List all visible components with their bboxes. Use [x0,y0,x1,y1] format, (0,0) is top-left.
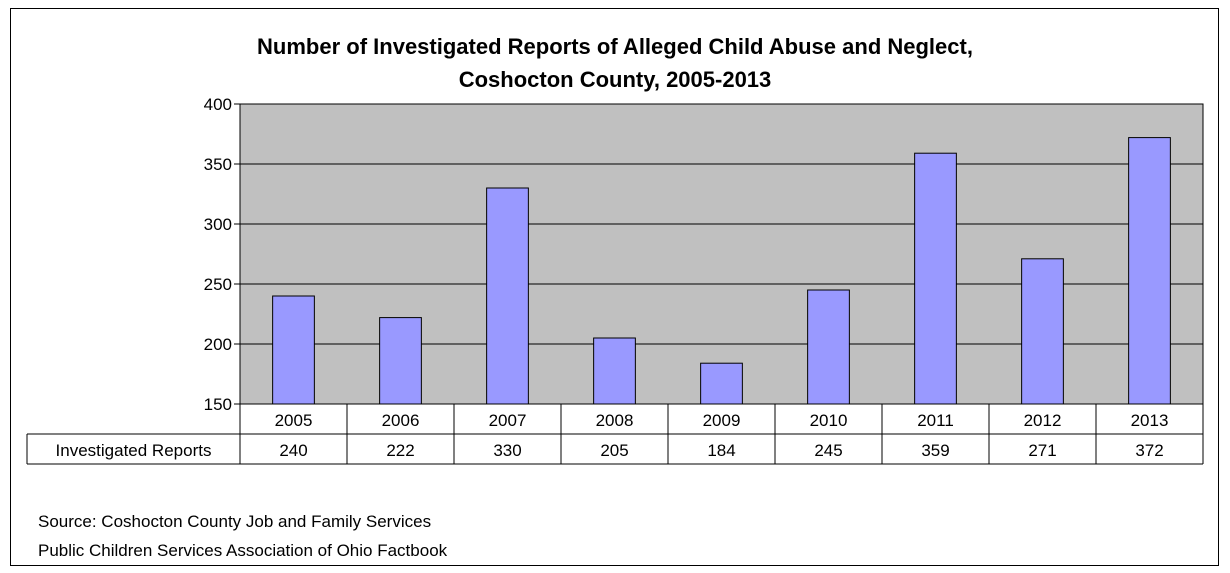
bar [379,317,422,405]
bar [700,362,743,405]
data-value-label: 372 [1135,441,1163,460]
data-value-label: 205 [600,441,628,460]
data-value-label: 184 [707,441,735,460]
chart-title-line-1: Number of Investigated Reports of Allege… [257,34,973,59]
source-line-1: Source: Coshocton County Job and Family … [38,512,432,531]
data-value-label: 359 [921,441,949,460]
x-category-label: 2011 [917,411,954,430]
x-category-label: 2007 [489,411,527,430]
y-tick-label: 150 [204,395,232,414]
chart-title-line-2: Coshocton County, 2005-2013 [458,67,772,92]
y-tick-label: 300 [204,215,232,234]
bar [1128,137,1171,405]
y-tick-label: 400 [204,95,232,114]
data-value-label: 240 [279,441,307,460]
chart-title: Number of Investigated Reports of Allege… [0,30,1230,96]
x-category-label: 2012 [1024,411,1062,430]
bar [486,187,529,405]
bar [272,295,315,405]
x-category-label: 2008 [596,411,634,430]
y-tick-label: 250 [204,275,232,294]
data-value-label: 245 [814,441,842,460]
y-tick-label: 200 [204,335,232,354]
bar [1021,258,1064,405]
y-tick-label: 350 [204,155,232,174]
source-line-2: Public Children Services Association of … [38,541,448,560]
bar [914,152,957,405]
data-value-label: 222 [386,441,414,460]
x-category-label: 2005 [275,411,313,430]
bar [807,289,850,405]
x-category-label: 2006 [382,411,420,430]
series-name-label: Investigated Reports [56,441,212,460]
x-category-label: 2010 [810,411,848,430]
data-value-label: 271 [1028,441,1056,460]
bar [593,337,636,405]
data-value-label: 330 [493,441,521,460]
x-category-label: 2009 [703,411,741,430]
x-category-label: 2013 [1131,411,1169,430]
